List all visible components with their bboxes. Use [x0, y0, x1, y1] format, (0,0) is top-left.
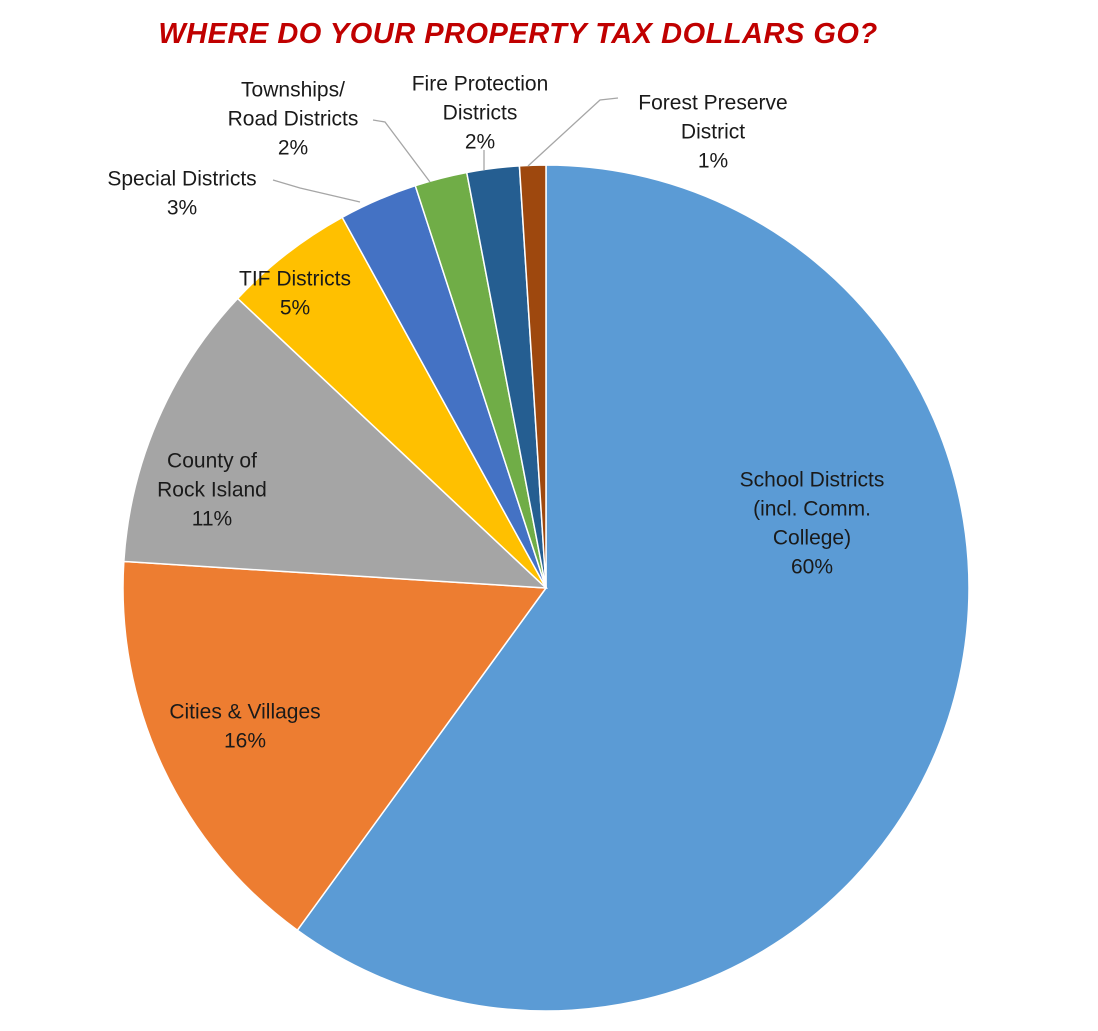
- slice-label: Townships/Road Districts 2%: [228, 79, 359, 160]
- slice-labels: School Districts (incl. Comm. College) 60% C…: [107, 73, 884, 753]
- slice-label: County of Rock Island 11%: [157, 450, 267, 531]
- slice-name-label: College): [773, 527, 851, 550]
- chart-title: WHERE DO YOUR PROPERTY TAX DOLLARS GO?: [158, 18, 878, 50]
- pie-slices: [122, 164, 970, 1012]
- slice-percent-label: 3%: [167, 197, 197, 220]
- pie-slice-forest-preserve-district: [518, 164, 547, 589]
- slice-name-label: Districts: [443, 102, 518, 125]
- slice-label: Forest Preserve District 1%: [638, 92, 787, 173]
- slice-percent-label: 60%: [791, 556, 833, 579]
- slice-label: Fire Protection Districts 2%: [412, 73, 549, 154]
- slice-name-label: TIF Districts: [239, 268, 351, 291]
- slice-label: TIF Districts 5%: [239, 268, 351, 320]
- slice-name-label: (incl. Comm.: [753, 498, 871, 521]
- slice-percent-label: 5%: [280, 297, 310, 320]
- slice-percent-label: 16%: [224, 730, 266, 753]
- slice-percent-label: 2%: [465, 131, 495, 154]
- slice-name-label: County of: [167, 450, 257, 473]
- slice-label: School Districts (incl. Comm. College) 60%: [740, 469, 885, 579]
- leader-line: [372, 119, 431, 183]
- leader-line: [272, 179, 361, 203]
- slice-name-label: Fire Protection: [412, 73, 549, 96]
- slice-name-label: Special Districts: [107, 168, 256, 191]
- slice-percent-label: 1%: [698, 150, 728, 173]
- pie-slice-cities-villages: [122, 560, 548, 932]
- slice-label: Special Districts 3%: [107, 168, 256, 220]
- slice-name-label: Cities & Villages: [169, 701, 320, 724]
- slice-percent-label: 11%: [192, 508, 232, 531]
- slice-name-label: School Districts: [740, 469, 885, 492]
- slice-percent-label: 2%: [278, 137, 308, 160]
- leader-lines: [272, 97, 619, 203]
- slice-name-label: Forest Preserve: [638, 92, 787, 115]
- pie-slice-school-districts-incl-comm-college: [296, 164, 970, 1012]
- slice-name-label: Townships/: [241, 79, 345, 102]
- slice-name-label: District: [681, 121, 745, 144]
- slice-label: Cities & Villages 16%: [169, 701, 320, 753]
- leader-line: [527, 97, 619, 167]
- pie-slice-county-of-rock-island: [123, 297, 549, 589]
- slice-name-label: Rock Island: [157, 479, 267, 502]
- slice-name-label: Road Districts: [228, 108, 359, 131]
